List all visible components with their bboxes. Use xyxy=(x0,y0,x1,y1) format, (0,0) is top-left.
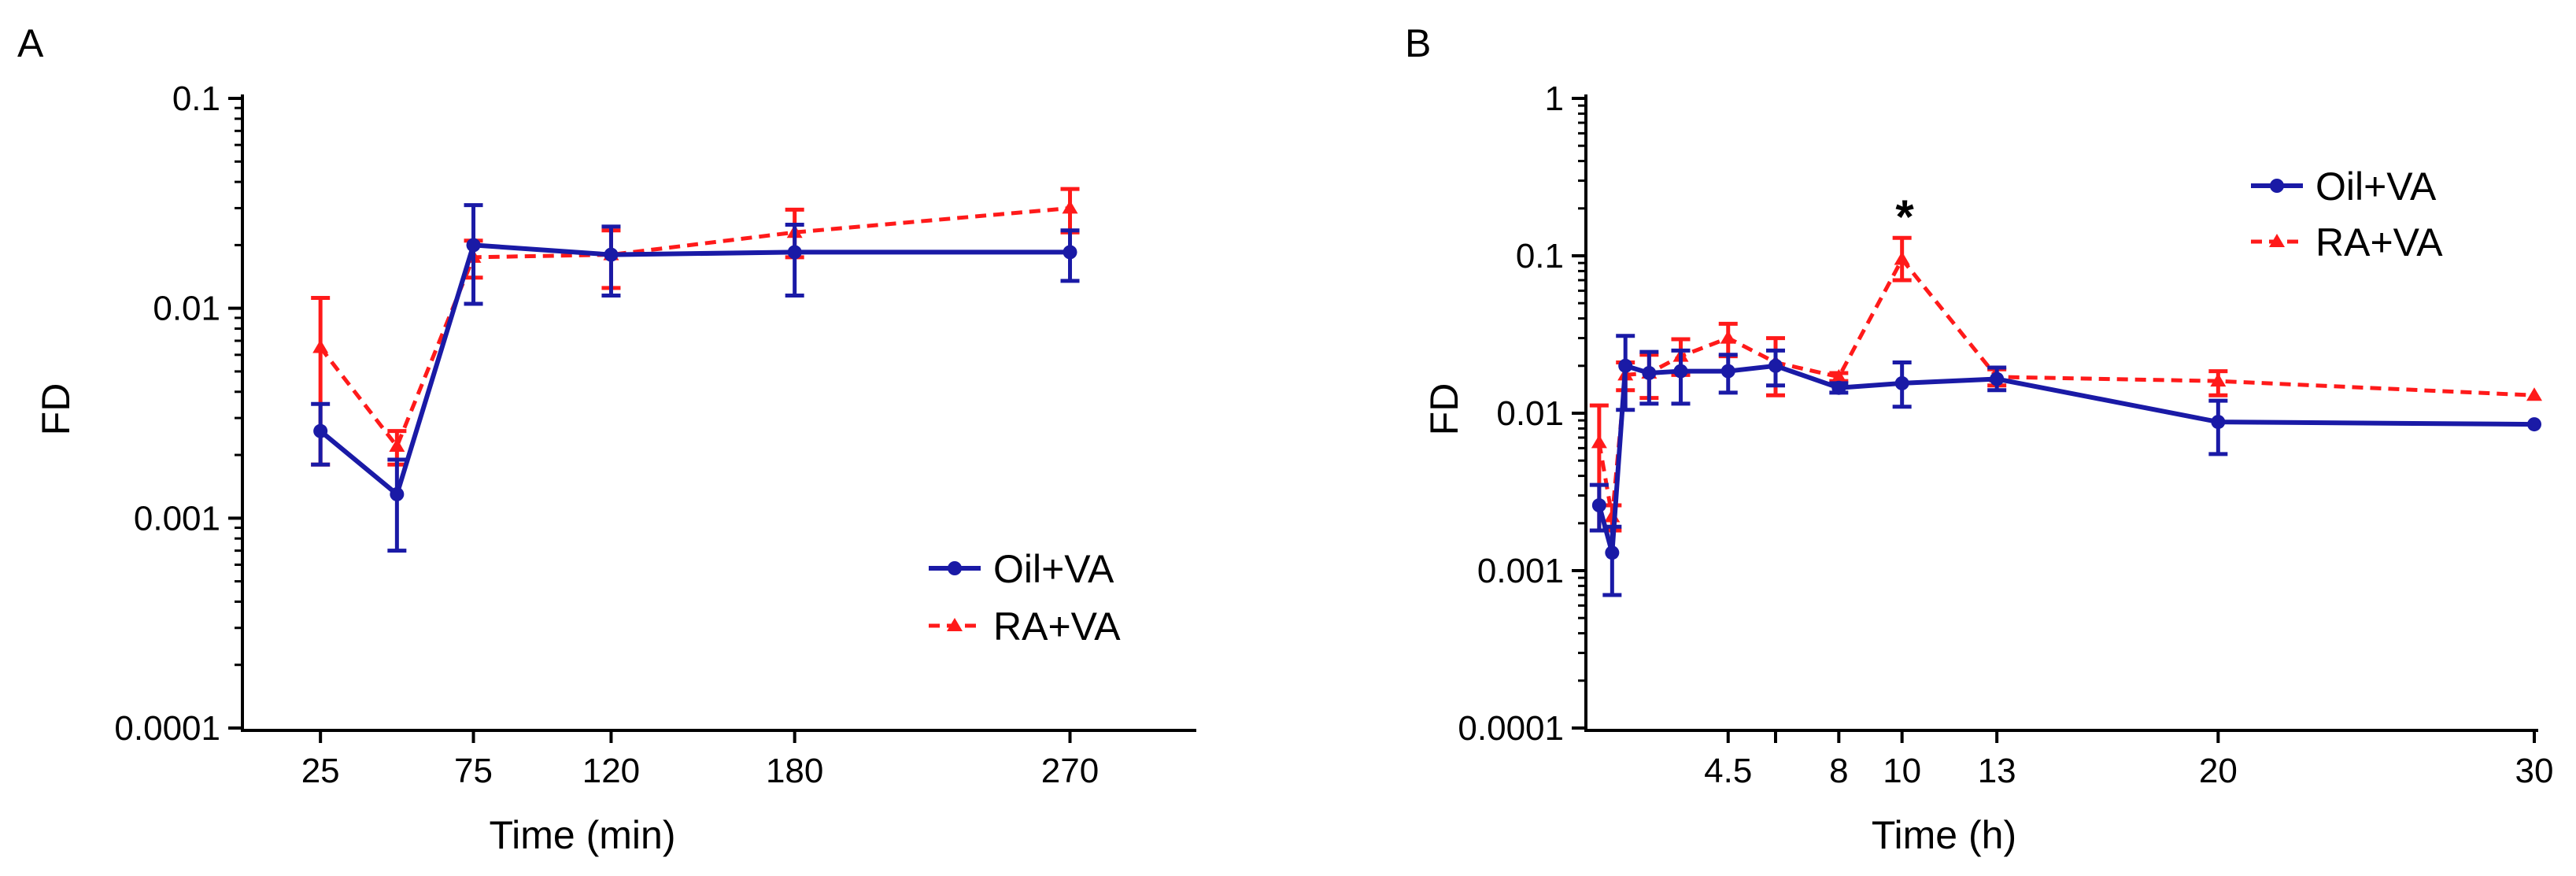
series-line-oil-va xyxy=(319,242,1070,497)
data-point-oil-va xyxy=(1605,545,1620,560)
data-point-oil-va xyxy=(466,238,481,253)
series-oil-va xyxy=(1589,334,2541,597)
series-line-ra-va xyxy=(319,205,1070,449)
y-tick-label: 0.0001 xyxy=(114,709,220,748)
data-point-ra-va xyxy=(389,438,405,453)
legend-marker-ra-va xyxy=(2269,234,2285,247)
panel-b-x-axis-title: Time (h) xyxy=(1872,813,2016,857)
panel-a-y-axis-title: FD xyxy=(34,383,78,436)
series-line-ra-va xyxy=(1597,257,2535,519)
y-tick-label: 0.001 xyxy=(134,499,220,538)
data-point-oil-va xyxy=(1673,364,1688,379)
x-tick-label: 30 xyxy=(2515,752,2554,790)
data-point-ra-va xyxy=(1591,434,1607,449)
x-tick-label: 25 xyxy=(301,752,340,790)
legend-marker-oil-va xyxy=(2270,179,2284,193)
data-point-oil-va xyxy=(1720,364,1735,379)
x-tick-label: 180 xyxy=(766,752,823,790)
data-point-oil-va xyxy=(1990,371,2005,386)
data-point-oil-va xyxy=(390,486,405,501)
series-ra-va xyxy=(1589,235,2542,533)
data-point-oil-va xyxy=(787,245,802,260)
data-point-oil-va xyxy=(1894,375,1909,390)
data-point-oil-va xyxy=(1768,358,1783,373)
y-tick-label: 1 xyxy=(1545,79,1564,118)
y-tick-label: 0.1 xyxy=(1516,237,1564,275)
data-point-oil-va xyxy=(1063,245,1077,260)
x-tick-label: 20 xyxy=(2199,752,2238,790)
panel-a-series xyxy=(311,187,1080,553)
legend-label-ra-va: RA+VA xyxy=(2315,220,2443,264)
data-point-oil-va xyxy=(604,247,619,262)
data-point-ra-va xyxy=(1062,200,1078,214)
data-point-oil-va xyxy=(313,423,328,438)
panel-b: B 0.0001 0.001 0.01 0.1 1 4.5 8 10 13 20 30 * Time… xyxy=(1405,21,2553,857)
data-point-oil-va xyxy=(1618,358,1633,373)
y-tick-label: 0.001 xyxy=(1477,552,1564,590)
x-tick-label: 8 xyxy=(1829,752,1848,790)
x-tick-label: 10 xyxy=(1883,752,1921,790)
significance-asterisk: * xyxy=(1895,190,1914,243)
series-line-oil-va xyxy=(1596,363,2535,556)
data-point-ra-va xyxy=(2210,373,2227,387)
series-ra-va xyxy=(311,187,1080,467)
panel-b-axes: 0.0001 0.001 0.01 0.1 1 4.5 8 10 13 20 30 xyxy=(1458,79,2553,790)
data-point-oil-va xyxy=(1591,498,1606,513)
y-tick-label: 0.1 xyxy=(172,79,220,118)
panel-a-x-axis-title: Time (min) xyxy=(489,813,675,857)
data-point-ra-va xyxy=(1720,330,1736,344)
legend-label-oil-va: Oil+VA xyxy=(2315,164,2437,209)
y-tick-label: 0.01 xyxy=(1496,394,1564,433)
panel-label-a: A xyxy=(17,21,44,65)
y-tick-label: 0.01 xyxy=(153,290,220,328)
x-tick-label: 4.5 xyxy=(1704,752,1752,790)
x-tick-label: 13 xyxy=(1978,752,2016,790)
legend-label-oil-va: Oil+VA xyxy=(993,547,1114,591)
data-point-ra-va xyxy=(1831,368,1847,383)
data-point-ra-va xyxy=(1894,251,1910,265)
data-point-oil-va xyxy=(1642,365,1657,380)
panel-b-legend: Oil+VA RA+VA xyxy=(2251,164,2443,264)
panel-label-b: B xyxy=(1405,21,1431,65)
panel-b-series xyxy=(1589,235,2542,597)
panel-b-y-axis-title: FD xyxy=(1422,383,1466,436)
panel-a-axes: 0.0001 0.001 0.01 0.1 25 75 120 180 270 xyxy=(114,79,1196,790)
panel-a: A 0.0001 0.001 0.01 0.1 25 75 120 180 270 Time (… xyxy=(17,21,1196,857)
y-tick-label: 0.0001 xyxy=(1458,709,1564,748)
x-tick-label: 270 xyxy=(1041,752,1099,790)
data-point-oil-va xyxy=(2527,417,2541,432)
legend-marker-ra-va xyxy=(947,618,963,631)
panel-a-legend: Oil+VA RA+VA xyxy=(929,547,1121,649)
legend-marker-oil-va xyxy=(948,561,962,575)
data-point-ra-va xyxy=(2526,387,2542,401)
x-tick-label: 120 xyxy=(582,752,640,790)
legend-label-ra-va: RA+VA xyxy=(993,604,1121,649)
x-tick-label: 75 xyxy=(454,752,493,790)
data-point-oil-va xyxy=(1831,380,1846,395)
data-point-oil-va xyxy=(2211,415,2226,430)
data-point-ra-va xyxy=(312,339,329,353)
series-oil-va xyxy=(311,203,1080,553)
